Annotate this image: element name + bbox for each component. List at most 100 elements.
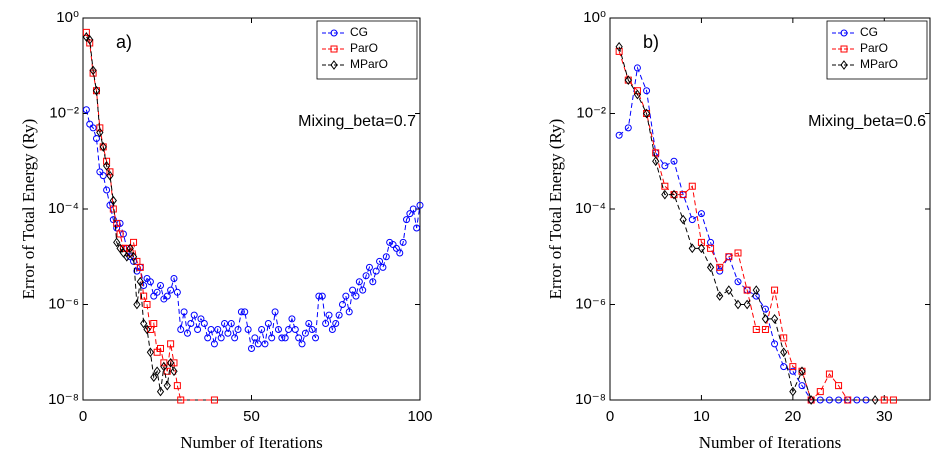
marker: [835, 396, 843, 404]
marker: [140, 292, 148, 300]
marker: [835, 382, 843, 390]
y-tick-label: 10⁰: [583, 9, 606, 26]
marker: [268, 334, 276, 342]
marker: [227, 320, 235, 328]
x-tick-label: 100: [407, 408, 432, 425]
marker: [624, 75, 632, 85]
marker: [241, 308, 249, 316]
legend: CG ParO MParO: [316, 20, 418, 80]
marker: [661, 182, 669, 190]
marker: [707, 244, 715, 252]
legend: CG ParO MParO: [826, 20, 928, 80]
annotation: a): [116, 32, 132, 52]
annotation: Mixing_beta=0.7: [298, 113, 416, 130]
marker: [160, 359, 168, 367]
marker: [133, 299, 141, 310]
marker: [102, 161, 111, 171]
marker: [113, 237, 121, 248]
marker: [771, 286, 779, 294]
marker: [670, 157, 678, 165]
marker: [305, 320, 313, 328]
marker: [697, 238, 705, 246]
marker: [816, 388, 824, 396]
marker: [789, 363, 797, 371]
marker: [163, 292, 171, 300]
marker: [670, 189, 678, 200]
marker: [880, 396, 888, 404]
marker: [156, 386, 165, 397]
marker: [278, 334, 286, 342]
marker: [661, 162, 669, 170]
marker: [106, 170, 114, 181]
marker: [126, 243, 134, 254]
marker: [258, 325, 266, 333]
marker: [197, 315, 205, 323]
marker: [325, 311, 333, 319]
marker: [725, 285, 733, 295]
marker: [615, 41, 623, 52]
marker: [150, 292, 158, 300]
marker: [106, 168, 114, 176]
marker: [725, 253, 733, 261]
marker: [743, 286, 751, 294]
marker: [734, 278, 742, 286]
marker: [99, 142, 107, 152]
marker: [153, 366, 161, 377]
marker: [716, 291, 724, 301]
marker: [416, 201, 424, 209]
legend-label: MParO: [860, 57, 898, 71]
marker: [301, 329, 309, 337]
marker: [177, 325, 185, 333]
legend-label: CG: [350, 25, 368, 39]
marker: [413, 224, 421, 232]
series-line: [618, 51, 894, 401]
marker: [109, 195, 117, 206]
marker: [406, 210, 414, 218]
marker: [204, 334, 212, 342]
marker: [103, 186, 111, 194]
marker: [322, 320, 330, 328]
marker: [798, 366, 806, 377]
marker: [136, 276, 144, 287]
marker: [82, 106, 90, 114]
x-tick-label: 50: [243, 408, 260, 425]
marker: [221, 320, 229, 328]
marker: [308, 325, 316, 333]
marker: [624, 124, 632, 132]
marker: [166, 358, 175, 368]
marker: [173, 382, 181, 390]
marker: [688, 243, 696, 254]
marker: [780, 334, 788, 342]
marker: [780, 363, 788, 371]
marker: [271, 308, 279, 316]
marker: [716, 263, 724, 271]
marker: [288, 315, 296, 323]
y-tick-label: 10⁻²: [576, 104, 606, 121]
marker: [214, 325, 222, 333]
marker: [295, 334, 303, 342]
marker: [771, 340, 779, 348]
marker: [86, 34, 94, 45]
marker: [163, 380, 171, 391]
marker: [355, 278, 363, 286]
marker: [807, 395, 815, 405]
marker: [251, 334, 259, 342]
marker: [379, 263, 387, 271]
y-tick-label: 10⁻⁸: [575, 391, 606, 408]
marker: [716, 267, 724, 275]
marker: [789, 367, 797, 375]
marker: [113, 219, 121, 227]
marker: [661, 189, 669, 200]
y-tick-label: 10⁻⁶: [48, 295, 79, 312]
marker: [244, 325, 252, 333]
marker: [146, 347, 155, 358]
marker: [170, 366, 178, 377]
y-tick-label: 10⁻⁴: [575, 200, 606, 217]
marker: [382, 253, 390, 261]
marker: [143, 324, 151, 335]
marker: [770, 314, 779, 324]
marker: [318, 292, 326, 300]
marker: [642, 108, 651, 119]
marker: [409, 205, 417, 213]
x-tick-label: 0: [606, 408, 614, 425]
